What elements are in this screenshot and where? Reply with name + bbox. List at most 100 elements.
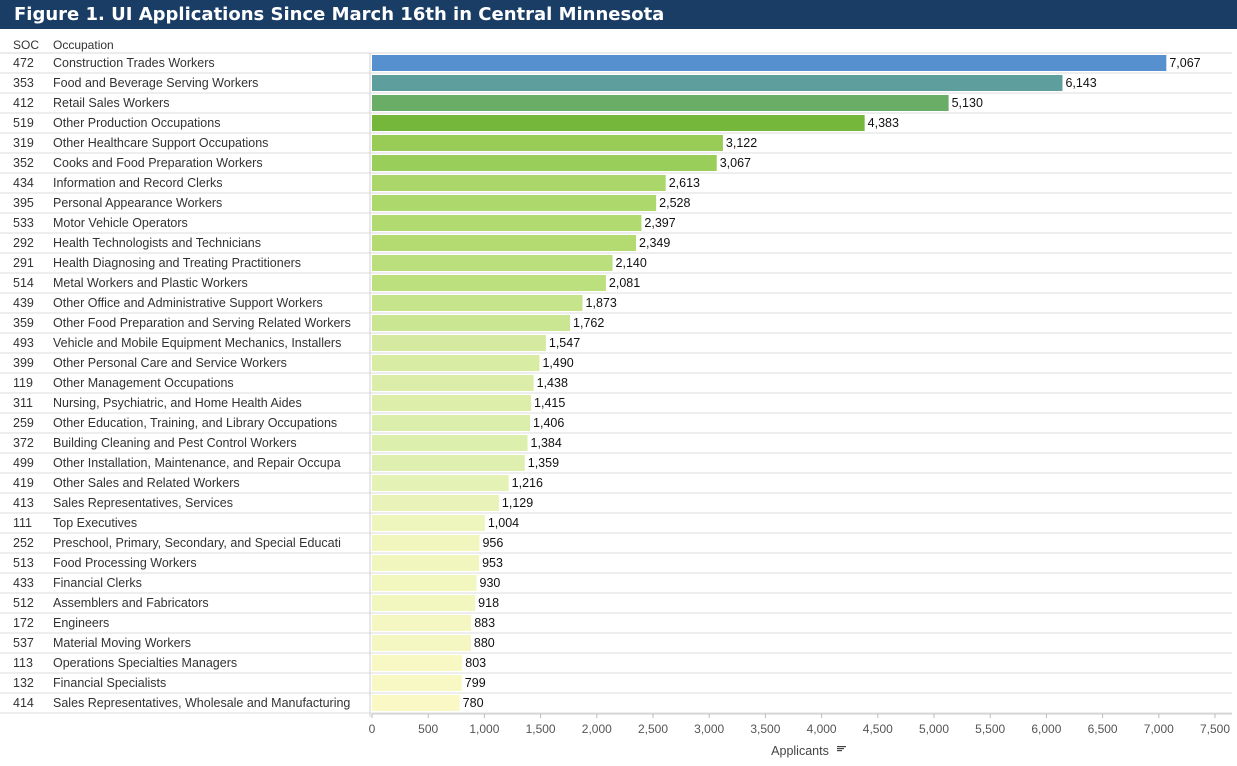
chart-rows: 472 Construction Trades Workers 7,067 353 Fo… [0,52,1232,717]
table-row[interactable]: 412 Retail Sales Workers 5,130 [0,95,1232,114]
table-row[interactable]: 419 Other Sales and Related Workers 1,216 [0,475,1232,494]
table-row[interactable]: 292 Health Technologists and Technicians 2… [0,235,1232,254]
bar[interactable] [372,355,540,371]
bar-value-label: 1,384 [531,436,562,450]
x-tick-label: 2,500 [638,722,668,736]
table-row[interactable]: 359 Other Food Preparation and Serving Re… [0,315,1232,334]
bar[interactable] [372,595,476,611]
table-row[interactable]: 399 Other Personal Care and Service Worke… [0,355,1232,374]
bar[interactable] [372,375,534,391]
bar[interactable] [372,415,531,431]
table-row[interactable]: 519 Other Production Occupations 4,383 [0,115,1232,134]
bar[interactable] [372,75,1063,91]
table-row[interactable]: 513 Food Processing Workers 953 [0,555,1232,574]
bar[interactable] [372,615,472,631]
bar[interactable] [372,295,583,311]
bar[interactable] [372,635,471,651]
table-row[interactable]: 172 Engineers 883 [0,615,1232,634]
sort-icon-line [837,750,842,752]
table-row[interactable]: 439 Other Office and Administrative Suppo… [0,295,1232,314]
table-row[interactable]: 119 Other Management Occupations 1,438 [0,375,1232,394]
x-tick-label: 1,000 [469,722,499,736]
table-row[interactable]: 259 Other Education, Training, and Librar… [0,415,1232,434]
table-row[interactable]: 434 Information and Record Clerks 2,613 [0,175,1232,194]
soc-code: 434 [13,176,34,190]
table-row[interactable]: 319 Other Healthcare Support Occupations 3… [0,135,1232,154]
bar-value-label: 1,873 [586,296,617,310]
table-row[interactable]: 414 Sales Representatives, Wholesale and … [0,695,1232,714]
bar[interactable] [372,55,1167,71]
sort-descending-icon[interactable] [837,746,846,752]
occupation-label: Other Food Preparation and Serving Relat… [53,316,351,330]
table-row[interactable]: 252 Preschool, Primary, Secondary, and Sp… [0,535,1232,554]
table-row[interactable]: 537 Material Moving Workers 880 [0,635,1232,654]
table-row[interactable]: 132 Financial Specialists 799 [0,675,1232,694]
bar[interactable] [372,175,666,191]
table-row[interactable]: 533 Motor Vehicle Operators 2,397 [0,215,1232,234]
table-row[interactable]: 512 Assemblers and Fabricators 918 [0,595,1232,614]
soc-code: 353 [13,76,34,90]
table-row[interactable]: 433 Financial Clerks 930 [0,575,1232,594]
soc-code: 291 [13,256,34,270]
bar[interactable] [372,575,477,591]
bar[interactable] [372,255,613,271]
bar[interactable] [372,555,480,571]
occupation-label: Financial Clerks [53,576,142,590]
soc-code: 252 [13,536,34,550]
bar[interactable] [372,335,546,351]
bar[interactable] [372,695,460,711]
soc-code: 499 [13,456,34,470]
bar[interactable] [372,95,949,111]
bar[interactable] [372,395,532,411]
bar[interactable] [372,515,485,531]
soc-code: 132 [13,676,34,690]
table-row[interactable]: 395 Personal Appearance Workers 2,528 [0,195,1232,214]
bar[interactable] [372,495,499,511]
table-row[interactable]: 311 Nursing, Psychiatric, and Home Health… [0,395,1232,414]
x-tick-label: 2,000 [582,722,612,736]
bar-value-label: 7,067 [1169,56,1200,70]
bar-value-label: 1,406 [533,416,564,430]
occupation-label: Food Processing Workers [53,556,197,570]
bar-value-label: 780 [463,696,484,710]
table-row[interactable]: 499 Other Installation, Maintenance, and … [0,455,1232,474]
x-tick-label: 7,000 [1144,722,1174,736]
table-row[interactable]: 353 Food and Beverage Serving Workers 6,14… [0,75,1232,94]
bar[interactable] [372,675,462,691]
bar[interactable] [372,455,525,471]
bar[interactable] [372,195,657,211]
bar[interactable] [372,475,509,491]
bar[interactable] [372,215,642,231]
bar[interactable] [372,275,606,291]
table-row[interactable]: 291 Health Diagnosing and Treating Practi… [0,255,1232,274]
soc-code: 259 [13,416,34,430]
x-tick-label: 500 [418,722,438,736]
table-row[interactable]: 514 Metal Workers and Plastic Workers 2,08… [0,275,1232,294]
table-row[interactable]: 113 Operations Specialties Managers 803 [0,655,1232,674]
table-row[interactable]: 111 Top Executives 1,004 [0,515,1232,534]
bar[interactable] [372,115,865,131]
bar[interactable] [372,535,480,551]
soc-code: 513 [13,556,34,570]
x-tick-label: 5,000 [919,722,949,736]
table-row[interactable]: 352 Cooks and Food Preparation Workers 3,0… [0,155,1232,174]
bar[interactable] [372,235,637,251]
table-row[interactable]: 413 Sales Representatives, Services 1,129 [0,495,1232,514]
table-row[interactable]: 493 Vehicle and Mobile Equipment Mechanic… [0,335,1232,354]
soc-code: 493 [13,336,34,350]
bar[interactable] [372,435,528,451]
bar[interactable] [372,655,463,671]
occupation-label: Preschool, Primary, Secondary, and Speci… [53,536,341,550]
bar[interactable] [372,315,571,331]
occupation-label: Sales Representatives, Wholesale and Man… [53,696,350,710]
soc-code: 412 [13,96,34,110]
bar[interactable] [372,135,723,151]
bar[interactable] [372,155,717,171]
table-row[interactable]: 472 Construction Trades Workers 7,067 [0,55,1232,74]
sort-icon-line [837,746,846,748]
bar-chart: SOC Occupation 472 Construction Trades Wo… [0,38,1232,758]
bar-value-label: 918 [478,596,499,610]
table-row[interactable]: 372 Building Cleaning and Pest Control Wo… [0,435,1232,454]
occupation-label: Construction Trades Workers [53,56,215,70]
soc-code: 537 [13,636,34,650]
